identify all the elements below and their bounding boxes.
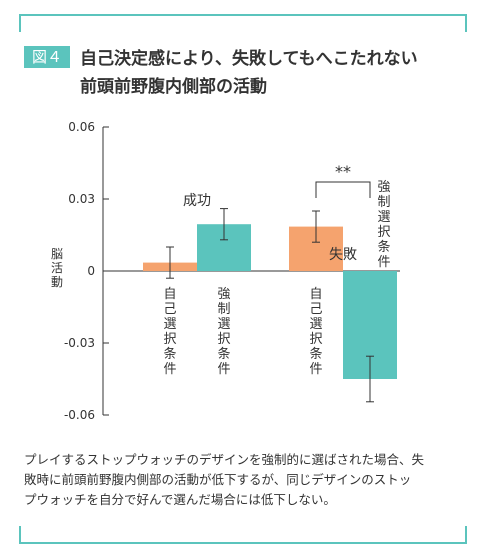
svg-text:活: 活 <box>51 261 63 275</box>
svg-text:自: 自 <box>163 287 176 302</box>
svg-text:己: 己 <box>309 302 322 317</box>
significance-bracket <box>315 181 371 198</box>
svg-text:選: 選 <box>163 317 176 332</box>
y-axis-label: 脳活動 <box>51 247 63 289</box>
bar-chart: 0.060.030-0.03-0.06脳活動自己選択条件強制選択条件自己選択条件… <box>51 120 400 422</box>
frame-top-left-corner <box>19 14 21 32</box>
svg-text:選: 選 <box>217 317 230 332</box>
svg-text:制: 制 <box>217 302 230 317</box>
svg-text:択: 択 <box>217 332 230 347</box>
svg-text:件: 件 <box>309 362 322 377</box>
frame-bottom-border <box>19 542 467 544</box>
significance-marker: ** <box>335 162 351 181</box>
figure-title-line2: 前頭前野腹内側部の活動 <box>80 77 267 97</box>
svg-text:件: 件 <box>163 362 176 377</box>
svg-text:己: 己 <box>163 302 176 317</box>
y-tick-label: -0.03 <box>64 336 95 350</box>
group-label-failure: 失敗 <box>329 247 357 263</box>
frame-bottom-left-corner <box>19 526 21 544</box>
y-tick-label: 0.06 <box>68 120 95 134</box>
svg-text:択: 択 <box>377 225 390 240</box>
svg-text:択: 択 <box>163 332 176 347</box>
group-label-success: 成功 <box>183 193 211 209</box>
svg-text:件: 件 <box>217 362 230 377</box>
svg-text:自: 自 <box>309 287 322 302</box>
svg-text:選: 選 <box>377 210 390 225</box>
svg-text:制: 制 <box>377 195 390 210</box>
svg-text:強: 強 <box>377 180 390 195</box>
caption-line: 敗時に前頭前野腹内側部の活動が低下するが、同じデザインのストッ <box>24 472 412 487</box>
svg-text:件: 件 <box>377 255 390 270</box>
svg-text:条: 条 <box>217 346 230 362</box>
figure-title-line1: 自己決定感により、失敗してもへこたれない <box>80 49 418 69</box>
figure-caption: プレイするストップウォッチのデザインを強制的に選ばされた場合、失 敗時に前頭前野… <box>24 450 464 510</box>
svg-text:動: 動 <box>51 275 63 289</box>
y-tick-label: 0 <box>87 264 95 278</box>
frame-top-right-corner <box>465 14 467 32</box>
svg-text:条: 条 <box>377 239 390 255</box>
caption-line: プレイするストップウォッチのデザインを強制的に選ばされた場合、失 <box>24 452 425 467</box>
svg-text:条: 条 <box>163 346 176 362</box>
frame-bottom-right-corner <box>465 526 467 544</box>
svg-text:強: 強 <box>217 287 230 302</box>
svg-text:脳: 脳 <box>51 247 63 261</box>
caption-line: プウォッチを自分で好んで選んだ場合には低下しない。 <box>24 492 336 507</box>
figure-label: 図４ <box>24 46 70 68</box>
svg-text:択: 択 <box>309 332 322 347</box>
svg-text:選: 選 <box>309 317 322 332</box>
frame-top-border <box>19 14 467 16</box>
y-tick-label: -0.06 <box>64 408 95 422</box>
svg-text:条: 条 <box>309 346 322 362</box>
y-tick-label: 0.03 <box>68 192 95 206</box>
